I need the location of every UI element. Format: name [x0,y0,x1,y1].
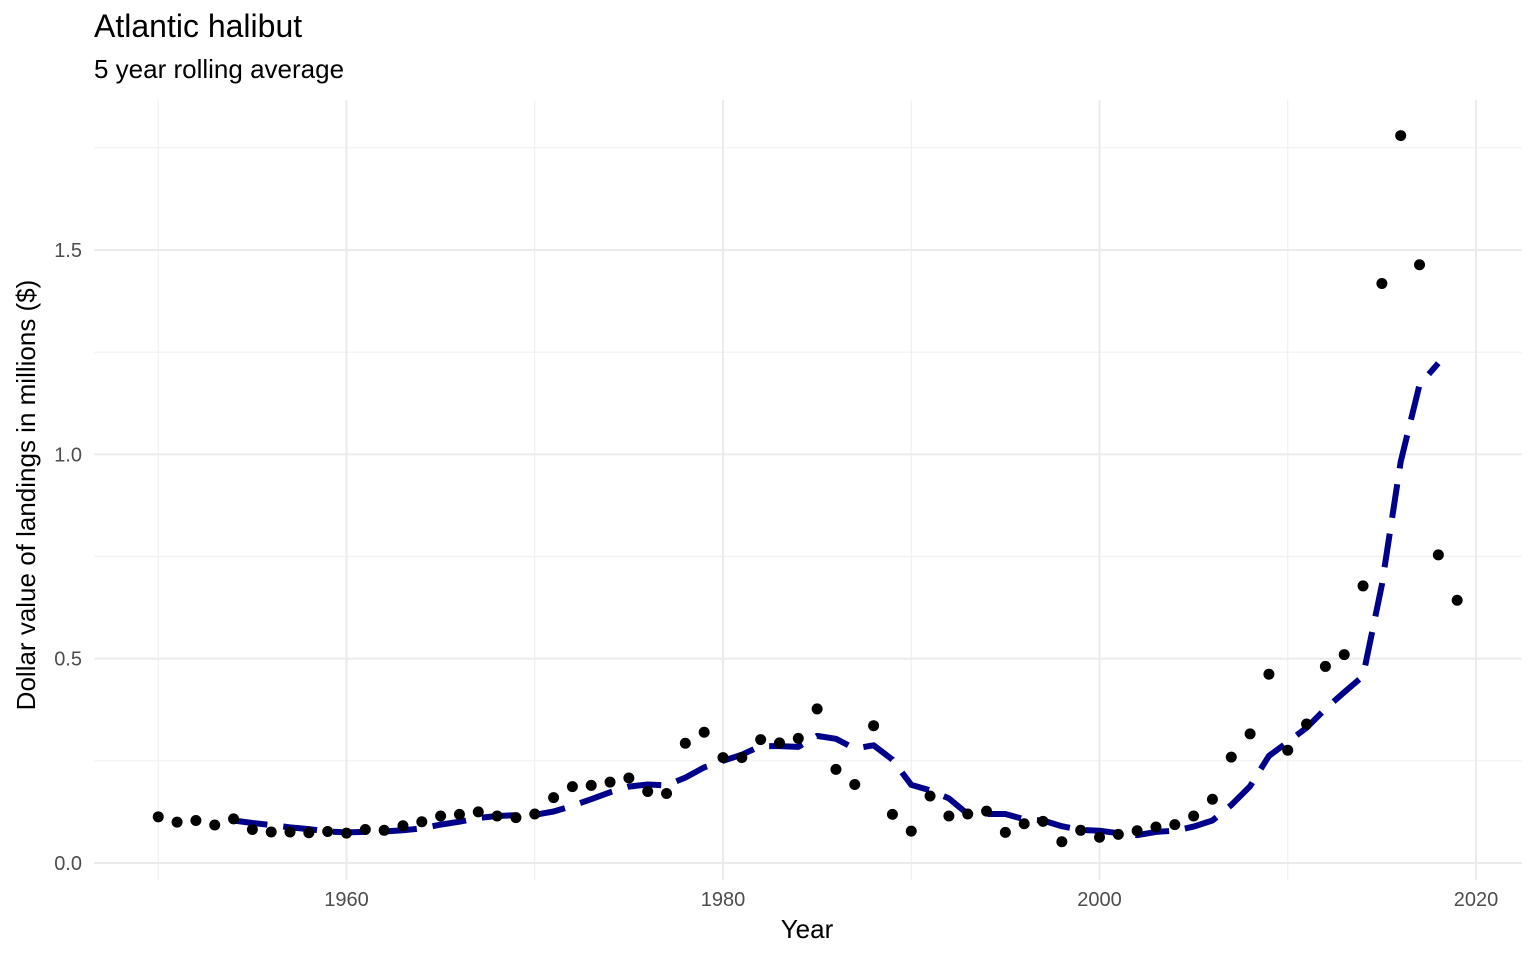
data-point [1225,751,1237,763]
y-axis-title: Dollar value of landings in millions ($) [11,280,41,711]
data-point [1150,821,1162,833]
x-tick-label: 1960 [324,889,369,911]
chart-subtitle: 5 year rolling average [94,54,345,84]
data-point [585,779,597,791]
data-point [1188,810,1200,822]
minor-gridlines [94,100,1522,880]
data-point [397,820,409,832]
data-point [1395,130,1407,142]
y-axis-ticks: 0.0 0.5 1.0 1.5 [54,240,82,875]
data-point [661,788,673,800]
y-tick-label: 1.5 [54,240,82,262]
data-point [773,737,785,749]
data-point [152,811,164,823]
data-point [1301,718,1313,730]
data-points [152,130,1463,848]
data-point [717,752,729,764]
data-point [1319,660,1331,672]
data-point [1338,649,1350,661]
data-point [303,827,315,839]
data-point [1263,668,1275,680]
data-point [604,776,616,788]
data-point [529,808,541,820]
data-point [886,808,898,820]
data-point [548,792,560,804]
data-point [359,823,371,835]
y-tick-label: 1.0 [54,444,82,466]
data-point [905,825,917,837]
data-point [698,726,710,738]
data-point [341,827,352,839]
x-tick-label: 2000 [1077,889,1122,911]
chart-title: Atlantic halibut [94,8,303,44]
data-point [1376,278,1388,290]
y-tick-label: 0.5 [54,649,82,671]
rolling-average-line [233,361,1441,839]
data-point [566,781,578,793]
data-point [981,805,993,817]
x-axis-title: Year [781,914,834,944]
data-point [999,826,1011,838]
data-point [1244,728,1256,740]
data-point [1206,793,1218,805]
rolling-average-path [233,361,1441,839]
data-point [491,810,503,822]
data-point [1451,594,1463,606]
data-point [209,819,221,831]
data-point [736,752,748,764]
data-point [284,826,296,838]
data-point [755,734,767,746]
data-point [792,732,804,744]
data-point [435,810,447,822]
data-point [811,703,823,715]
data-point [472,806,484,818]
y-tick-label: 0.0 [54,853,82,875]
data-point [510,812,522,824]
data-point [1037,815,1049,827]
data-point [265,826,277,838]
data-point [679,737,691,749]
data-point [623,772,635,784]
data-point [453,808,465,820]
data-point [246,823,258,835]
data-point [1094,831,1105,843]
data-point [1056,836,1068,848]
data-point [1018,818,1030,830]
data-point [924,790,936,802]
major-gridlines [94,100,1522,880]
x-axis-ticks: 1960 1980 2000 2020 [324,889,1498,911]
data-point [1357,580,1369,592]
data-point [1414,259,1426,271]
data-point [1131,825,1143,837]
data-point [190,814,202,826]
data-point [830,763,842,775]
data-point [171,816,183,828]
data-point [868,720,880,732]
data-point [228,813,240,825]
data-point [1169,819,1181,831]
x-tick-label: 1980 [701,889,746,911]
data-point [322,826,334,838]
data-point [962,808,974,820]
data-point [1112,828,1124,840]
data-point [1075,824,1087,836]
data-point [642,785,654,797]
data-point [849,779,861,791]
data-point [416,816,428,828]
data-point [1282,744,1294,756]
data-point [943,810,955,822]
data-point [378,824,390,836]
data-point [1432,549,1444,561]
x-tick-label: 2020 [1454,889,1499,911]
